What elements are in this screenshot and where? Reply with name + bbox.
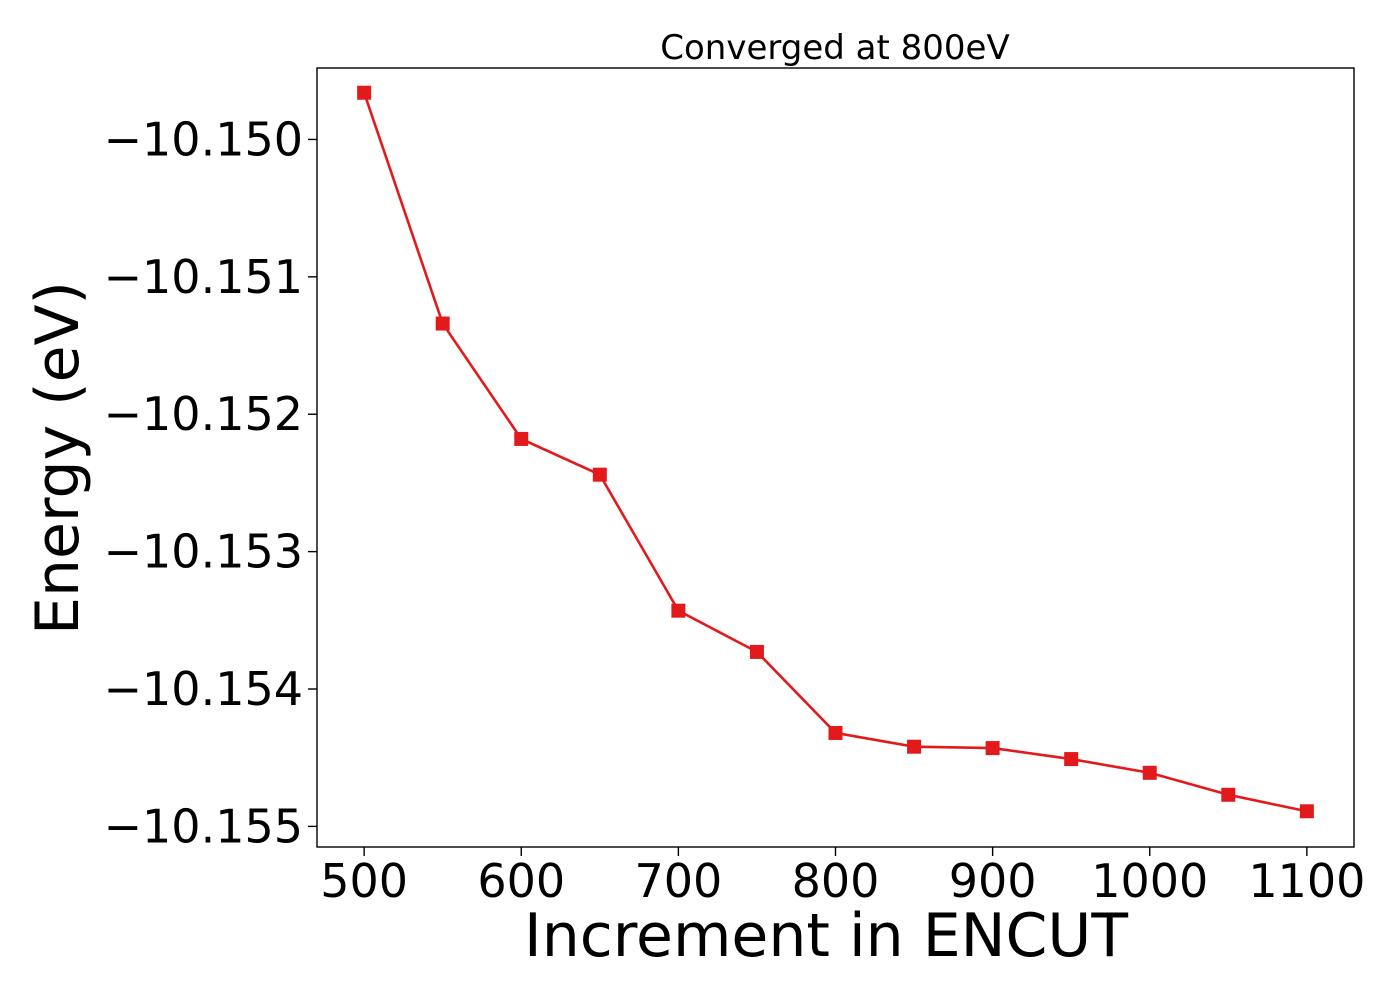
- x-axis-label: Increment in ENCUT: [524, 901, 1128, 971]
- data-point: [1299, 804, 1314, 819]
- data-point: [907, 739, 922, 754]
- x-tick-label: 900: [949, 854, 1037, 908]
- y-tick-label: −10.151: [104, 250, 304, 304]
- x-axis: 500 600 700 800 900 1000 1100: [320, 847, 1365, 908]
- y-tick-label: −10.150: [104, 112, 304, 166]
- data-point: [985, 741, 1000, 756]
- data-point: [1064, 752, 1079, 767]
- data-point: [514, 431, 529, 446]
- y-axis: −10.150 −10.151 −10.152 −10.153 −10.154 −10.1…: [104, 112, 317, 853]
- y-tick-label: −10.155: [104, 799, 304, 853]
- data-point: [592, 467, 607, 482]
- x-tick-label: 1100: [1248, 854, 1365, 908]
- plot-area: [316, 67, 1355, 848]
- y-tick-label: −10.154: [104, 662, 304, 716]
- data-point: [1221, 787, 1236, 802]
- data-point: [435, 316, 450, 331]
- x-tick-label: 800: [792, 854, 880, 908]
- x-tick-label: 600: [477, 854, 565, 908]
- x-tick-label: 1000: [1091, 854, 1208, 908]
- data-point: [749, 644, 764, 659]
- x-tick-label: 700: [634, 854, 722, 908]
- y-tick-label: −10.153: [104, 525, 304, 579]
- y-axis-label: Energy (eV): [23, 281, 93, 635]
- chart-title: Converged at 800eV: [660, 28, 1009, 68]
- data-point: [357, 85, 372, 100]
- series-line: [362, 92, 1308, 813]
- data-point: [1142, 765, 1157, 780]
- y-tick-label: −10.152: [104, 387, 304, 441]
- data-point: [828, 725, 843, 740]
- x-tick-label: 500: [320, 854, 408, 908]
- data-point: [671, 603, 686, 618]
